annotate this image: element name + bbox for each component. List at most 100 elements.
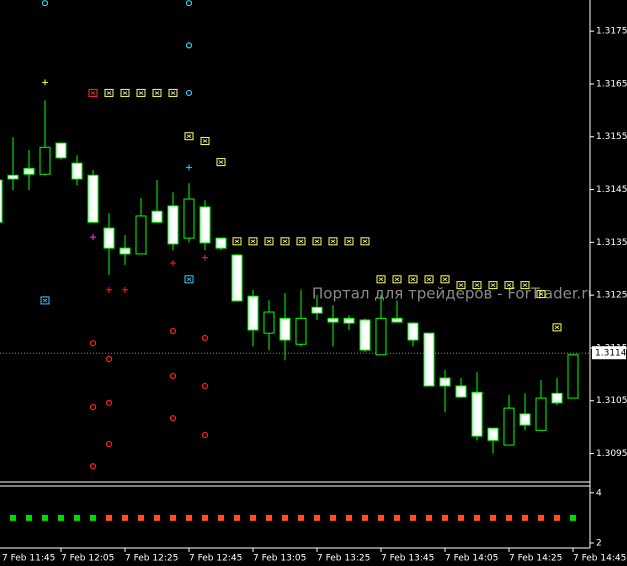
candle-body	[295, 317, 307, 345]
signal-box-cross	[234, 239, 240, 244]
indicator-dot	[394, 514, 400, 521]
indicator-dot	[522, 514, 528, 521]
y-tick-label: 4	[596, 488, 602, 498]
indicator-dot	[458, 514, 464, 521]
indicator-dot	[58, 514, 64, 521]
x-tick-label: 7 Feb 13:45	[381, 554, 434, 564]
indicator-dot	[282, 514, 288, 521]
signal-box-frame	[312, 237, 322, 246]
signal-box-frame	[456, 281, 466, 290]
indicator-dot	[234, 514, 240, 521]
signal-plus	[202, 254, 208, 261]
candle-body	[567, 354, 579, 399]
signal-box	[504, 281, 514, 290]
candle-body	[183, 198, 195, 239]
y-tick-label: 1.3105	[596, 396, 627, 406]
signal-box	[136, 88, 146, 97]
candle-body	[551, 392, 563, 404]
signal-box-frame	[136, 88, 146, 97]
current-price-label: 1.3114	[595, 349, 627, 359]
signal-box-cross	[554, 325, 560, 330]
signal-box	[280, 237, 290, 246]
signal-box-frame	[120, 88, 130, 97]
signal-box	[424, 275, 434, 284]
signal-box	[312, 237, 322, 246]
y-tick-label: 1.3145	[596, 185, 627, 195]
signal-box-cross	[458, 283, 464, 287]
signal-ring	[169, 415, 177, 422]
signal-plus	[42, 79, 48, 86]
y-tick-label: 1.3125	[596, 291, 627, 301]
candle-body	[535, 397, 547, 431]
signal-box	[296, 237, 306, 246]
candle-body	[503, 407, 515, 446]
signal-ring	[201, 334, 209, 342]
candle-body	[487, 427, 499, 441]
signal-box-frame	[328, 237, 338, 246]
signal-box	[440, 275, 450, 284]
signal-ring	[41, 0, 49, 7]
candle-body	[375, 317, 387, 356]
signal-ring	[185, 0, 193, 7]
indicator-dot	[298, 514, 304, 521]
signal-ring	[185, 42, 193, 49]
indicator-dot	[554, 514, 560, 521]
signal-box-frame	[152, 88, 162, 97]
signal-ring	[89, 340, 97, 347]
indicator-dot	[138, 514, 144, 521]
signal-box	[88, 88, 98, 97]
signal-box-frame	[280, 237, 290, 246]
signal-box	[184, 132, 194, 141]
indicator-dot	[570, 514, 576, 521]
candle-body	[311, 306, 323, 314]
signal-box-cross	[362, 239, 368, 244]
signal-plus	[90, 234, 96, 241]
candle-body	[439, 377, 451, 387]
signal-ring	[169, 372, 177, 380]
signal-box-cross	[330, 239, 336, 244]
signal-box	[376, 275, 386, 284]
indicator-dot	[122, 514, 128, 521]
signal-box-frame	[504, 281, 514, 290]
candle-body	[471, 391, 483, 437]
signal-box-cross	[522, 283, 528, 287]
signal-box-frame	[88, 88, 98, 97]
indicator-dot	[474, 514, 480, 521]
watermark: Портал для трейдеров - ForTrader.ru	[312, 285, 597, 303]
candle-body	[151, 210, 163, 223]
candle-body	[359, 319, 371, 351]
signal-ring	[169, 327, 177, 335]
signal-box	[328, 237, 338, 246]
candle-body	[279, 317, 291, 341]
signal-ring	[89, 403, 97, 411]
candle-body	[407, 322, 419, 341]
signal-box	[344, 237, 354, 246]
signal-box-cross	[42, 298, 48, 303]
signal-box-frame	[360, 237, 370, 246]
signal-box-frame	[264, 237, 274, 246]
indicator-dot	[10, 514, 16, 521]
signal-plus	[186, 164, 192, 171]
signal-box-frame	[488, 281, 498, 290]
candle-body	[199, 206, 211, 244]
signal-box	[120, 88, 130, 97]
signal-box-frame	[344, 237, 354, 246]
signal-box	[104, 88, 114, 97]
signal-ring	[89, 463, 97, 470]
signal-box-frame	[552, 323, 562, 332]
y-tick-label: 2	[596, 538, 602, 548]
y-tick-label: 1.3175	[596, 27, 627, 37]
signal-box-cross	[474, 283, 480, 287]
x-tick-label: 7 Feb 13:05	[253, 554, 306, 564]
signal-box-frame	[232, 237, 242, 246]
indicator-dot	[42, 514, 48, 521]
signal-box	[264, 237, 274, 246]
indicator-dot	[154, 514, 160, 521]
x-tick-label: 7 Feb 14:45	[573, 554, 626, 564]
signal-box-cross	[490, 283, 496, 287]
signal-box	[456, 281, 466, 290]
x-tick-label: 7 Feb 12:45	[189, 554, 242, 564]
indicator-dot	[490, 514, 496, 521]
candle-body	[327, 317, 339, 323]
signal-box-frame	[520, 281, 530, 290]
